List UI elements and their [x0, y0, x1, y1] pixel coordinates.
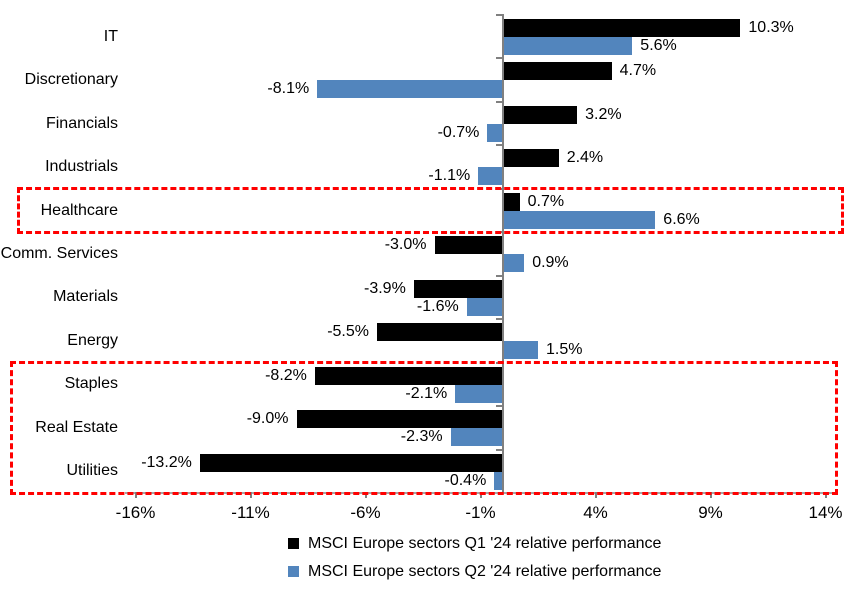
value-axis-tick [249, 492, 252, 498]
category-axis-tick [496, 448, 503, 451]
q1-bar [413, 279, 504, 298]
q2-bar [503, 254, 525, 273]
value-label: 6.6% [663, 210, 700, 228]
q1-bar [503, 105, 578, 124]
value-axis-tick-label: -11% [231, 503, 270, 522]
value-label: -0.7% [437, 123, 480, 141]
q1-bar [296, 410, 504, 429]
value-axis-tick [824, 492, 827, 498]
q1-bar [314, 366, 504, 385]
category-label: Utilities [66, 462, 118, 480]
value-label: 0.7% [527, 192, 565, 210]
q2-bar [455, 384, 504, 403]
q2-bar [317, 80, 504, 99]
category-axis-tick [496, 14, 503, 16]
q2-bar [478, 167, 504, 186]
value-label: 0.9% [532, 254, 569, 272]
value-label: -9.0% [246, 410, 289, 428]
category-label: Healthcare [40, 201, 118, 219]
value-label: -1.1% [428, 167, 471, 185]
category-axis-tick [496, 274, 503, 277]
category-label: Staples [64, 375, 118, 393]
value-label: 3.2% [585, 105, 622, 123]
value-label: 4.7% [619, 62, 657, 80]
value-label: 10.3% [748, 19, 794, 36]
q2-bar [487, 123, 504, 142]
value-axis-tick-label: 4% [583, 503, 608, 522]
value-label: 5.6% [640, 37, 677, 54]
q1-bar [199, 453, 504, 472]
q1-bar [434, 236, 504, 255]
category-axis-tick [496, 57, 503, 60]
value-label: -2.3% [400, 428, 443, 446]
value-axis-tick-label: -16% [115, 503, 156, 522]
value-label: -0.4% [444, 471, 487, 489]
category-label: Comm. Services [0, 244, 118, 262]
q2-bar [503, 341, 538, 360]
q2-bar [494, 471, 504, 490]
value-axis-tick [479, 492, 482, 498]
value-axis-tick [364, 492, 367, 498]
value-label: -8.2% [265, 366, 307, 384]
value-label: 2.4% [566, 149, 604, 167]
value-label: -5.5% [327, 323, 369, 341]
value-label: -8.1% [267, 80, 310, 98]
value-axis-tick [134, 492, 137, 498]
category-label: Financials [45, 114, 118, 132]
category-axis-tick [496, 405, 503, 408]
q2-bar [450, 428, 504, 447]
category-label: Real Estate [35, 418, 118, 436]
legend-label: MSCI Europe sectors Q1 '24 relative perf… [308, 534, 662, 552]
category-label: Discretionary [24, 71, 118, 89]
legend-swatch-q1-icon [288, 538, 299, 549]
legend-swatch-q2-icon [288, 566, 299, 577]
q2-bar [466, 297, 504, 316]
legend: MSCI Europe sectors Q1 '24 relative perf… [288, 532, 661, 583]
value-axis-tick-label: 14% [808, 503, 843, 522]
value-label: -1.6% [416, 297, 459, 315]
value-label: 1.5% [546, 341, 583, 359]
highlight-box [17, 186, 844, 235]
q1-bar [503, 192, 520, 211]
q1-bar [503, 149, 559, 168]
category-axis-tick [496, 144, 503, 147]
category-axis-tick [496, 318, 503, 321]
highlight-box [10, 360, 838, 495]
q1-bar [377, 323, 504, 342]
legend-label: MSCI Europe sectors Q2 '24 relative perf… [308, 562, 662, 580]
legend-entry: MSCI Europe sectors Q2 '24 relative perf… [288, 560, 661, 583]
value-axis-tick-label: 9% [698, 503, 723, 522]
value-axis-tick [709, 492, 712, 498]
category-axis-tick [496, 100, 503, 103]
category-label: Industrials [45, 158, 118, 176]
value-axis-tick [594, 492, 597, 498]
q2-bar [503, 210, 656, 229]
value-label: -3.9% [364, 279, 406, 297]
q1-bar [503, 19, 741, 37]
value-label: -3.0% [384, 236, 427, 254]
value-label: -2.1% [405, 384, 448, 402]
q2-bar [503, 37, 633, 55]
category-axis-line [502, 14, 504, 493]
category-label: Materials [53, 288, 118, 306]
value-axis-tick-label: -1% [465, 503, 496, 522]
value-axis-tick-label: -6% [350, 503, 381, 522]
category-label: Energy [67, 331, 118, 349]
category-label: IT [103, 27, 118, 45]
q1-bar [503, 62, 612, 81]
value-label: -13.2% [141, 453, 192, 471]
legend-entry: MSCI Europe sectors Q1 '24 relative perf… [288, 532, 661, 555]
